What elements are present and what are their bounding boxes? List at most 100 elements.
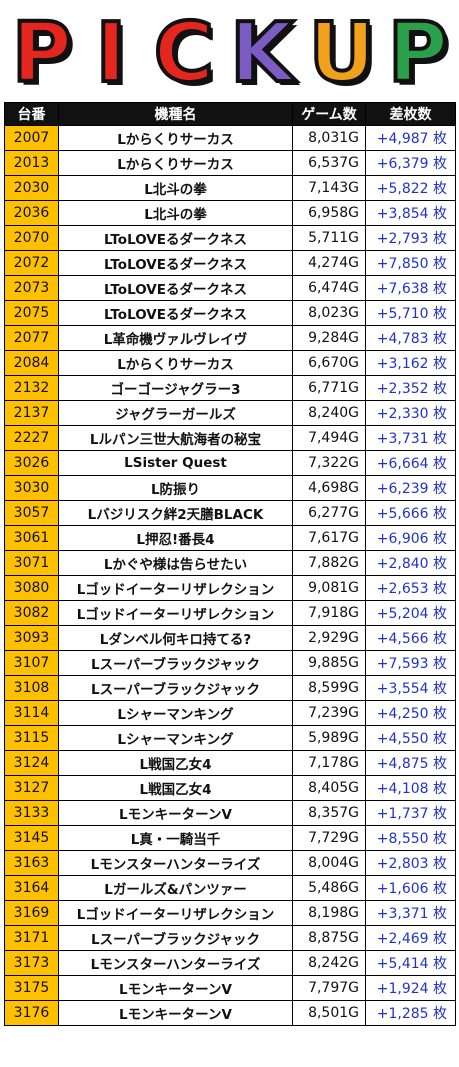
machine-number-cell: 2036 (4, 200, 59, 226)
table-row: 2084 Lからくりサーカス 6,670G +3,162 枚 (4, 350, 456, 376)
difference-cell: +3,854 枚 (365, 200, 456, 226)
table-row: 2030 L北斗の拳 7,143G +5,822 枚 (4, 175, 456, 201)
machine-name-cell: LToLOVEるダークネス (58, 225, 293, 251)
game-count-cell: 7,143G (292, 175, 366, 201)
machine-number-cell: 3115 (4, 725, 59, 751)
game-count-cell: 6,670G (292, 350, 366, 376)
header-game-count: ゲーム数 (292, 102, 366, 126)
table-row: 3071 Lかぐや様は告らせたい 7,882G +2,840 枚 (4, 550, 456, 576)
machine-name-cell: Lダンベル何キロ持てる? (58, 625, 293, 651)
header-machine-number: 台番 (4, 102, 59, 126)
machine-number-cell: 3057 (4, 500, 59, 526)
machine-name-cell: LToLOVEるダークネス (58, 300, 293, 326)
game-count-cell: 6,771G (292, 375, 366, 401)
machine-number-cell: 3108 (4, 675, 59, 701)
difference-cell: +2,330 枚 (365, 400, 456, 426)
machine-number-cell: 3082 (4, 600, 59, 626)
difference-cell: +3,371 枚 (365, 900, 456, 926)
table-row: 2227 Lルパン三世大航海者の秘宝 7,494G +3,731 枚 (4, 425, 456, 451)
machine-number-cell: 2227 (4, 425, 59, 451)
machine-number-cell: 3093 (4, 625, 59, 651)
banner-letter: P (10, 6, 74, 101)
game-count-cell: 7,882G (292, 550, 366, 576)
game-count-cell: 7,918G (292, 600, 366, 626)
machine-name-cell: LモンキーターンV (58, 800, 293, 826)
difference-cell: +2,352 枚 (365, 375, 456, 401)
machine-number-cell: 2007 (4, 125, 59, 151)
game-count-cell: 5,989G (292, 725, 366, 751)
table-row: 2132 ゴーゴージャグラー3 6,771G +2,352 枚 (4, 375, 456, 401)
difference-cell: +3,162 枚 (365, 350, 456, 376)
machine-name-cell: L北斗の拳 (58, 175, 293, 201)
machine-name-cell: Lモンスターハンターライズ (58, 850, 293, 876)
machine-number-cell: 3080 (4, 575, 59, 601)
game-count-cell: 8,405G (292, 775, 366, 801)
machine-name-cell: LSister Quest (58, 450, 293, 476)
banner-letter: P (386, 6, 450, 101)
game-count-cell: 4,274G (292, 250, 366, 276)
table-row: 3114 Lシャーマンキング 7,239G +4,250 枚 (4, 700, 456, 726)
game-count-cell: 7,494G (292, 425, 366, 451)
table-row: 2077 L革命機ヴァルヴレイヴ 9,284G +4,783 枚 (4, 325, 456, 351)
game-count-cell: 8,599G (292, 675, 366, 701)
machine-number-cell: 2132 (4, 375, 59, 401)
machine-name-cell: Lルパン三世大航海者の秘宝 (58, 425, 293, 451)
machine-number-cell: 3061 (4, 525, 59, 551)
table-row: 3175 LモンキーターンV 7,797G +1,924 枚 (4, 975, 456, 1001)
difference-cell: +2,793 枚 (365, 225, 456, 251)
table-row: 2070 LToLOVEるダークネス 5,711G +2,793 枚 (4, 225, 456, 251)
game-count-cell: 6,474G (292, 275, 366, 301)
machine-name-cell: Lスーパーブラックジャック (58, 925, 293, 951)
pickup-table: 台番 機種名 ゲーム数 差枚数 2007 Lからくりサーカス 8,031G +4,98… (4, 102, 456, 1026)
table-row: 2013 Lからくりサーカス 6,537G +6,379 枚 (4, 150, 456, 176)
banner-letter: U (307, 6, 378, 101)
difference-cell: +8,550 枚 (365, 825, 456, 851)
difference-cell: +7,638 枚 (365, 275, 456, 301)
difference-cell: +2,840 枚 (365, 550, 456, 576)
table-row: 3164 Lガールズ&パンツァー 5,486G +1,606 枚 (4, 875, 456, 901)
game-count-cell: 8,004G (292, 850, 366, 876)
difference-cell: +1,285 枚 (365, 1000, 456, 1026)
table-row: 3163 Lモンスターハンターライズ 8,004G +2,803 枚 (4, 850, 456, 876)
machine-name-cell: Lスーパーブラックジャック (58, 650, 293, 676)
game-count-cell: 8,242G (292, 950, 366, 976)
game-count-cell: 8,501G (292, 1000, 366, 1026)
game-count-cell: 4,698G (292, 475, 366, 501)
machine-number-cell: 2030 (4, 175, 59, 201)
game-count-cell: 8,023G (292, 300, 366, 326)
game-count-cell: 7,178G (292, 750, 366, 776)
table-row: 3133 LモンキーターンV 8,357G +1,737 枚 (4, 800, 456, 826)
table-row: 3108 Lスーパーブラックジャック 8,599G +3,554 枚 (4, 675, 456, 701)
machine-number-cell: 3164 (4, 875, 59, 901)
table-row: 2075 LToLOVEるダークネス 8,023G +5,710 枚 (4, 300, 456, 326)
table-row: 2072 LToLOVEるダークネス 4,274G +7,850 枚 (4, 250, 456, 276)
machine-name-cell: Lゴッドイーターリザレクション (58, 600, 293, 626)
machine-number-cell: 3030 (4, 475, 59, 501)
game-count-cell: 8,240G (292, 400, 366, 426)
machine-name-cell: LモンキーターンV (58, 1000, 293, 1026)
game-count-cell: 7,797G (292, 975, 366, 1001)
banner-letter: C (152, 6, 216, 101)
machine-number-cell: 2073 (4, 275, 59, 301)
machine-number-cell: 3175 (4, 975, 59, 1001)
machine-number-cell: 2077 (4, 325, 59, 351)
banner-letter: I (94, 6, 129, 101)
table-row: 3093 Lダンベル何キロ持てる? 2,929G +4,566 枚 (4, 625, 456, 651)
machine-name-cell: L北斗の拳 (58, 200, 293, 226)
table-row: 2007 Lからくりサーカス 8,031G +4,987 枚 (4, 125, 456, 151)
difference-cell: +7,593 枚 (365, 650, 456, 676)
machine-number-cell: 3026 (4, 450, 59, 476)
difference-cell: +4,987 枚 (365, 125, 456, 151)
difference-cell: +7,850 枚 (365, 250, 456, 276)
table-row: 3176 LモンキーターンV 8,501G +1,285 枚 (4, 1000, 456, 1026)
difference-cell: +2,803 枚 (365, 850, 456, 876)
machine-name-cell: ゴーゴージャグラー3 (58, 375, 293, 401)
game-count-cell: 8,875G (292, 925, 366, 951)
table-header-row: 台番 機種名 ゲーム数 差枚数 (4, 102, 456, 126)
difference-cell: +3,731 枚 (365, 425, 456, 451)
machine-name-cell: Lからくりサーカス (58, 150, 293, 176)
game-count-cell: 7,729G (292, 825, 366, 851)
game-count-cell: 8,031G (292, 125, 366, 151)
machine-number-cell: 3145 (4, 825, 59, 851)
